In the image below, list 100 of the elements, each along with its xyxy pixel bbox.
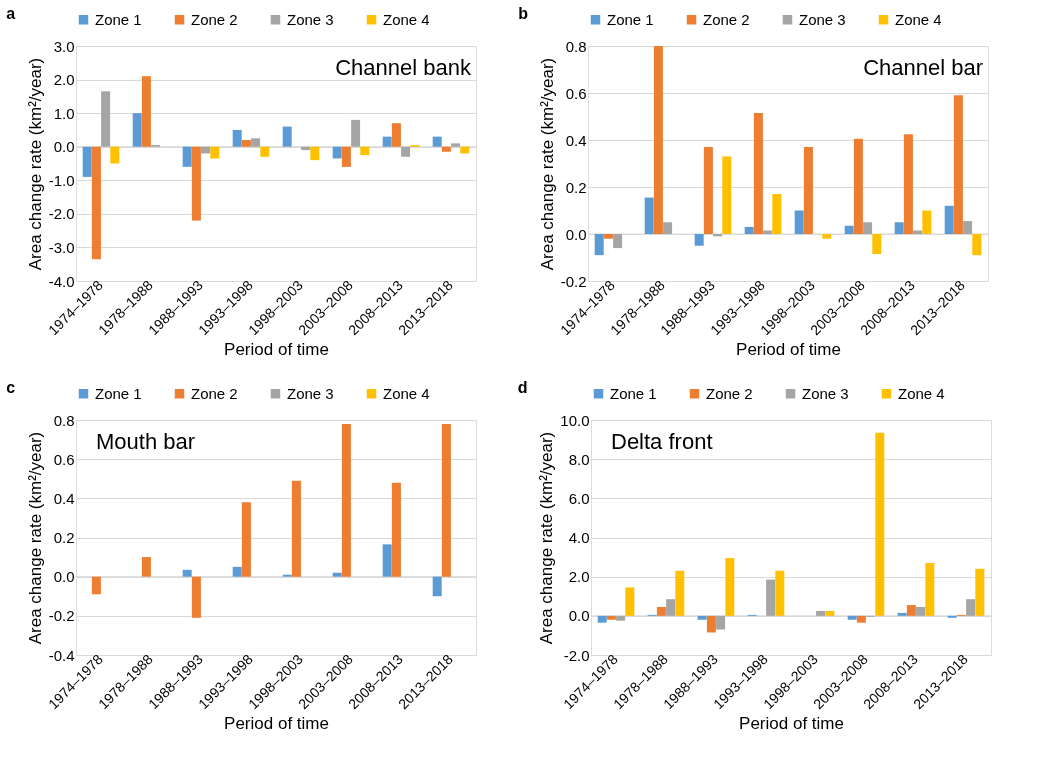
bar (282, 126, 292, 147)
bar (697, 615, 707, 620)
bar (856, 615, 866, 623)
bar (91, 146, 101, 260)
bar (141, 557, 151, 577)
legend-label: Zone 3 (799, 10, 846, 28)
bar (816, 610, 826, 616)
legend-label: Zone 3 (287, 10, 334, 28)
y-tick-label: 4.0 (568, 529, 590, 546)
legend-label: Zone 4 (898, 384, 945, 402)
bar (110, 146, 120, 164)
bar (82, 146, 92, 177)
bar (432, 576, 442, 597)
bar (863, 222, 873, 234)
legend-label: Zone 4 (383, 384, 430, 402)
y-tick-label: -1.0 (48, 171, 75, 189)
bar (401, 146, 411, 157)
annotation: Channel bar (863, 55, 983, 80)
bar (310, 146, 320, 161)
bar (944, 205, 954, 234)
bar (753, 112, 763, 234)
bar (875, 432, 885, 616)
bar (191, 576, 201, 618)
bar (716, 615, 726, 630)
legend-label: Zone 2 (191, 384, 238, 402)
legend-label: Zone 1 (95, 10, 142, 28)
bar (341, 146, 351, 167)
bar (241, 140, 251, 147)
legend-label: Zone 3 (287, 384, 334, 402)
bar (763, 230, 773, 234)
bar (766, 579, 776, 616)
y-tick-label: 0.0 (565, 225, 587, 243)
bar (182, 146, 192, 167)
y-tick-label: 0.8 (53, 411, 75, 429)
bar (644, 197, 654, 234)
bar (853, 138, 863, 234)
bar (975, 568, 985, 616)
bar (432, 136, 442, 147)
bar (803, 147, 813, 234)
bar (460, 146, 470, 154)
y-tick-label: 0.6 (565, 84, 587, 102)
y-tick-label: 0.2 (53, 529, 75, 546)
bar (594, 234, 604, 256)
bar (775, 570, 785, 616)
legend-label: Zone 2 (703, 10, 750, 28)
bar (616, 615, 626, 621)
bar (382, 544, 392, 577)
bar (341, 423, 351, 577)
legend-label: Zone 3 (802, 384, 849, 402)
legend-label: Zone 2 (706, 384, 753, 402)
bar (625, 587, 635, 616)
bar (844, 225, 854, 234)
bar (653, 46, 663, 234)
x-axis-title: Period of time (224, 340, 329, 359)
annotation: Mouth bar (96, 429, 196, 454)
bar (772, 194, 782, 234)
y-tick-label: 0.4 (565, 131, 587, 149)
bar (91, 576, 101, 595)
chart-title: a (6, 5, 16, 22)
x-axis-title: Period of time (224, 714, 329, 733)
bar (966, 599, 976, 616)
x-axis-title: Period of time (739, 714, 844, 733)
bar (872, 234, 882, 254)
bar (251, 138, 261, 147)
bar (972, 234, 982, 256)
y-tick-label: 0.6 (53, 450, 75, 468)
bar (201, 146, 211, 154)
y-axis-title: Area change rate (km²/year) (25, 57, 45, 271)
y-tick-label: 0.0 (53, 568, 75, 586)
bar (656, 607, 666, 616)
y-axis-title: Area change rate (km²/year) (537, 57, 557, 271)
bar (382, 136, 392, 147)
bar (191, 146, 201, 221)
y-axis-title: Area change rate (km²/year) (25, 431, 45, 645)
bar (922, 210, 932, 234)
bar (722, 156, 732, 234)
annotation: Channel bank (335, 55, 472, 80)
y-tick-label: -0.2 (48, 607, 75, 625)
y-tick-label: -3.0 (48, 238, 75, 256)
bar (663, 222, 673, 234)
bar (210, 146, 220, 159)
bar (441, 423, 451, 577)
bar (391, 482, 401, 577)
legend-label: Zone 2 (191, 10, 238, 28)
y-tick-label: 10.0 (560, 411, 590, 429)
bar (913, 230, 923, 234)
legend-label: Zone 4 (895, 10, 942, 28)
bar (666, 599, 676, 616)
legend-label: Zone 1 (607, 10, 654, 28)
bar (903, 134, 913, 234)
x-axis-title: Period of time (736, 340, 841, 359)
bar (441, 146, 451, 152)
bar (794, 210, 804, 234)
chart-title: d (517, 379, 528, 396)
bar (963, 221, 973, 234)
bar (301, 146, 311, 151)
y-tick-label: -2.0 (48, 205, 75, 223)
bar (241, 502, 251, 577)
legend-label: Zone 1 (95, 384, 142, 402)
chart-title: b (518, 5, 529, 22)
